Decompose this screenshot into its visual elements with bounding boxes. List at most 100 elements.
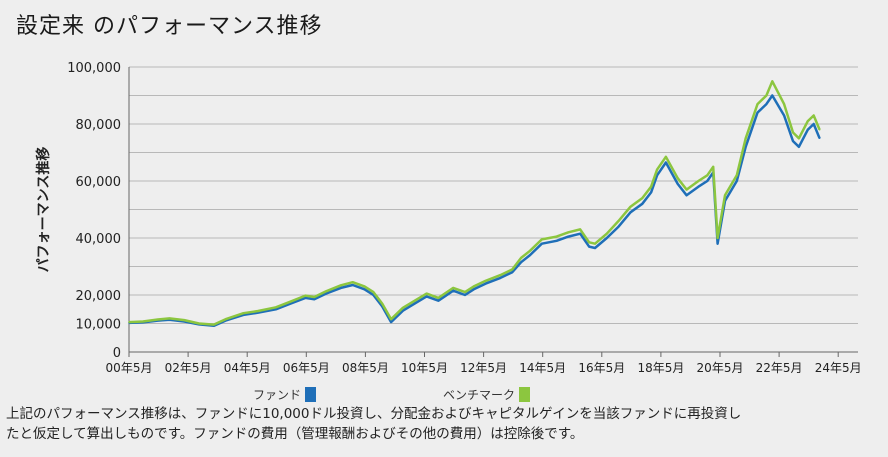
series-benchmark-point <box>617 220 620 222</box>
series-benchmark-point <box>390 318 392 321</box>
series-benchmark-point <box>650 185 652 188</box>
series-benchmark-point <box>656 168 658 171</box>
series-fund-point <box>736 180 738 182</box>
series-fund-point <box>437 299 440 302</box>
series-fund-point <box>484 282 487 285</box>
series-benchmark-point <box>744 137 747 140</box>
series-benchmark-point <box>473 285 475 288</box>
x-tick-label: 16年5月 <box>578 361 625 375</box>
series-fund-point <box>325 292 327 295</box>
x-tick-label: 08年5月 <box>342 361 389 375</box>
series-benchmark-point <box>724 194 726 197</box>
series-benchmark-point <box>128 321 130 323</box>
series-fund-point <box>464 294 466 296</box>
series-benchmark-point <box>511 268 514 271</box>
series-benchmark-point <box>413 299 416 302</box>
series-benchmark-point <box>381 302 384 305</box>
series-benchmark-point <box>806 120 809 122</box>
series-benchmark-point <box>756 103 759 105</box>
series-fund-point <box>656 174 658 177</box>
series-benchmark-point <box>156 318 159 321</box>
series-benchmark-point <box>183 319 186 321</box>
legend-benchmark-swatch <box>519 387 531 402</box>
series-benchmark-point <box>363 285 366 288</box>
disclaimer-line-2: たと仮定して算出しものです。ファンドの費用（管理報酬およびその他の費用）は控除後… <box>6 426 584 442</box>
series-fund-point <box>275 308 277 311</box>
x-tick-label: 00年5月 <box>106 361 153 375</box>
series-fund-point <box>304 297 307 299</box>
series-fund-point <box>390 321 392 323</box>
series-benchmark-point <box>402 307 404 309</box>
series-fund-point <box>641 203 644 205</box>
series-fund-point <box>351 284 354 286</box>
y-axis-label: パフォーマンス推移 <box>35 147 52 273</box>
series-benchmark-point <box>520 257 522 259</box>
series-fund-point <box>697 185 700 188</box>
series-benchmark-point <box>425 292 428 295</box>
series-fund-point <box>617 225 620 228</box>
series-benchmark-point <box>697 180 700 182</box>
series-fund-point <box>520 261 522 264</box>
series-benchmark-point <box>313 296 316 298</box>
series-benchmark-point <box>452 287 454 289</box>
series-benchmark-point <box>541 238 543 241</box>
x-tick-label: 10年5月 <box>401 361 448 375</box>
series-benchmark-point <box>464 291 466 293</box>
series-benchmark-point <box>529 250 531 252</box>
series-fund-point <box>706 180 709 182</box>
series-fund-point <box>499 277 502 279</box>
series-fund-point <box>812 123 815 125</box>
series-benchmark-point <box>567 231 570 234</box>
series-fund-point <box>771 94 774 97</box>
series-fund-point <box>765 103 768 105</box>
x-tick-label: 04年5月 <box>224 361 271 375</box>
series-benchmark-point <box>685 188 688 191</box>
legend-fund-swatch <box>305 387 317 402</box>
series-benchmark-point <box>257 310 259 312</box>
series-fund-point <box>629 211 632 214</box>
series-benchmark-point <box>765 94 768 97</box>
series-fund-point <box>529 254 531 256</box>
series-benchmark-point <box>437 297 440 299</box>
x-tick-label: 20年5月 <box>697 361 744 375</box>
series-benchmark-point <box>484 279 487 282</box>
series-fund-point <box>792 140 794 142</box>
series-benchmark-point <box>588 241 590 244</box>
series-benchmark-point <box>340 284 342 287</box>
series-fund-point <box>783 114 785 117</box>
y-tick-label: 100,000 <box>67 61 121 76</box>
series-benchmark-point <box>706 174 709 177</box>
series-fund-point <box>650 191 652 194</box>
series-benchmark-point <box>142 320 144 323</box>
series-benchmark-point <box>168 317 171 320</box>
series-benchmark-point <box>798 137 800 140</box>
series-fund-point <box>413 302 416 305</box>
x-tick-label: 02年5月 <box>165 361 212 375</box>
series-fund-point <box>541 242 543 245</box>
series-fund-point <box>744 146 747 148</box>
series-benchmark-point <box>198 322 200 325</box>
x-tick-label: 22年5月 <box>756 361 803 375</box>
legend-fund: ファンド <box>253 386 317 403</box>
y-tick-label: 10,000 <box>76 318 122 333</box>
x-tick-label: 06年5月 <box>283 361 330 375</box>
series-benchmark-point <box>792 131 794 134</box>
series-benchmark-point <box>665 155 667 158</box>
series-fund-point <box>473 288 475 291</box>
series-benchmark-point <box>372 291 375 293</box>
series-benchmark-point <box>594 242 596 245</box>
y-tick-label: 20,000 <box>76 289 122 304</box>
series-benchmark-point <box>325 290 327 293</box>
series-benchmark-point <box>555 235 558 238</box>
series-fund-point <box>579 232 582 235</box>
series-benchmark-point <box>304 294 307 297</box>
series-fund-point <box>313 298 316 301</box>
x-tick-label: 24年5月 <box>815 361 862 375</box>
y-tick-label: 60,000 <box>76 175 122 190</box>
series-fund-point <box>555 240 558 242</box>
series-fund-point <box>452 289 454 292</box>
series-fund-point <box>594 247 596 249</box>
series-fund-point <box>798 146 800 148</box>
disclaimer-note: 上記のパフォーマンス推移は、ファンドに10,000ドル投資し、分配金およびキャピ… <box>6 404 882 444</box>
series-fund-point <box>685 194 688 197</box>
